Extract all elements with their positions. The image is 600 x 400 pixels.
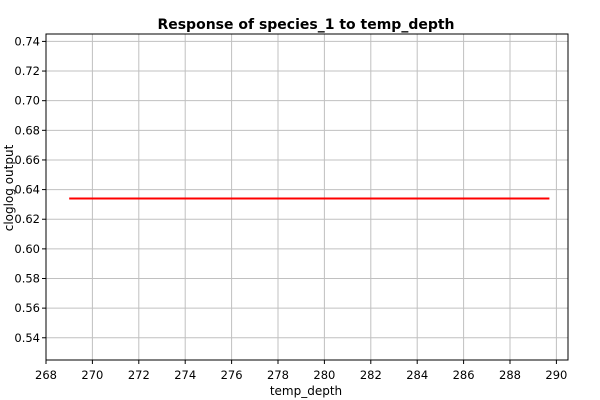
plot-area xyxy=(46,34,568,360)
x-tick-label: 268 xyxy=(35,368,57,382)
grid xyxy=(45,34,568,360)
x-tick-label: 282 xyxy=(360,368,382,382)
y-tick-label: 0.56 xyxy=(14,301,40,315)
x-tick-label: 278 xyxy=(267,368,289,382)
y-axis-ticks: 0.54 0.56 0.58 0.60 0.62 0.64 0.66 0.68 0.70 0.72… xyxy=(14,34,46,345)
y-axis-label: cloglog output xyxy=(2,144,16,231)
y-tick-label: 0.60 xyxy=(14,242,40,256)
x-tick-label: 274 xyxy=(174,368,196,382)
x-tick-label: 272 xyxy=(128,368,150,382)
y-tick-label: 0.70 xyxy=(14,94,40,108)
x-tick-label: 276 xyxy=(221,368,243,382)
x-tick-label: 270 xyxy=(81,368,103,382)
y-tick-label: 0.68 xyxy=(14,123,40,137)
y-tick-label: 0.62 xyxy=(14,212,40,226)
x-tick-label: 288 xyxy=(499,368,521,382)
chart-title: Response of species_1 to temp_depth xyxy=(157,17,454,33)
y-tick-label: 0.54 xyxy=(14,331,40,345)
x-tick-label: 280 xyxy=(313,368,335,382)
y-tick-label: 0.64 xyxy=(14,183,40,197)
y-tick-label: 0.72 xyxy=(14,64,40,78)
x-axis-ticks: 268 270 272 274 276 278 280 282 284 286 288 290 xyxy=(35,360,567,382)
x-tick-label: 290 xyxy=(545,368,567,382)
plot-frame xyxy=(45,33,569,361)
x-tick-label: 284 xyxy=(406,368,428,382)
y-tick-label: 0.58 xyxy=(14,272,40,286)
y-tick-label: 0.66 xyxy=(14,153,40,167)
x-tick-label: 286 xyxy=(453,368,475,382)
x-axis-label: temp_depth xyxy=(270,384,342,398)
y-tick-label: 0.74 xyxy=(14,34,40,48)
